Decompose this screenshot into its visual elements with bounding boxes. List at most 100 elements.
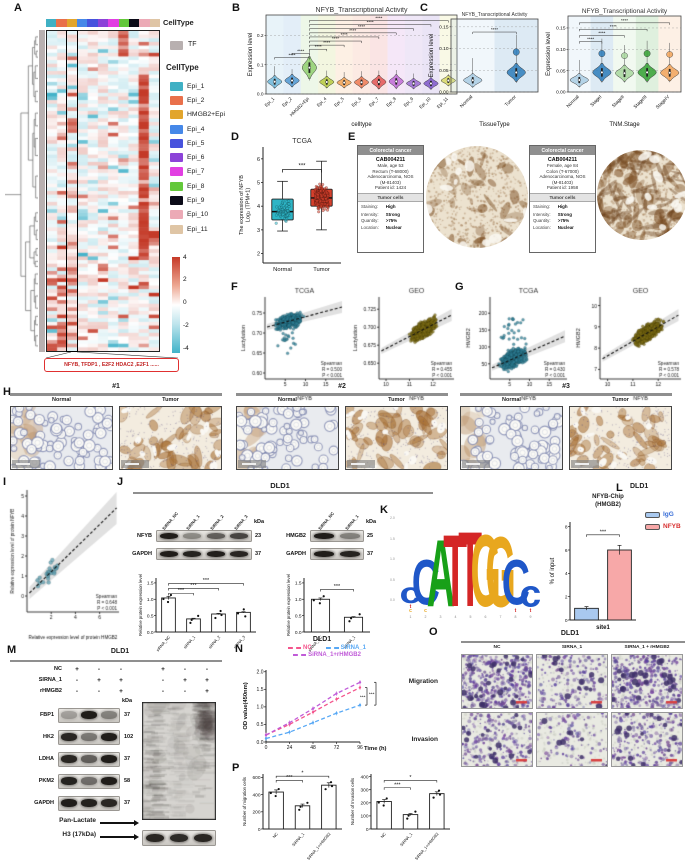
median-dot xyxy=(307,66,311,70)
sig-bracket xyxy=(579,22,670,25)
band xyxy=(159,550,178,557)
sig-bracket xyxy=(309,20,449,23)
data-dot xyxy=(348,620,351,623)
data-dot xyxy=(312,599,315,602)
condition-symbol: + xyxy=(183,677,187,684)
condition-symbol: + xyxy=(161,666,165,673)
jitter-point xyxy=(285,206,289,210)
sig-bracket xyxy=(291,53,310,56)
chart-canvas xyxy=(612,655,682,708)
jitter-point xyxy=(283,218,288,222)
logo-xtick: 7 xyxy=(499,615,502,619)
data-dot xyxy=(330,785,334,788)
data-dot xyxy=(269,791,272,795)
violin-bump xyxy=(643,50,651,58)
legend-row: NC SiRNA_1 xyxy=(252,645,402,651)
chart-text: Relative protein expression level xyxy=(286,574,291,636)
chart-text: 0 xyxy=(366,827,369,833)
tf-legend-label: TF xyxy=(188,41,197,48)
band xyxy=(101,733,117,742)
median-dot xyxy=(394,79,398,83)
legend-label: Epi_7 xyxy=(187,168,205,176)
arrowhead-icon xyxy=(134,833,139,840)
chart-text: *** xyxy=(298,163,306,169)
card-field: Quantity: >75% xyxy=(530,218,595,223)
legend-swatch xyxy=(170,210,183,220)
celltype-strip-segment xyxy=(108,19,119,27)
legend-swatch xyxy=(170,95,183,105)
legend-row: SiRNA_1+rHMGB2 xyxy=(252,652,402,658)
chart-canvas xyxy=(573,285,685,403)
panel-label-o: O xyxy=(429,626,438,638)
celltype-strip-segment xyxy=(77,19,88,27)
band xyxy=(340,550,360,557)
panel-label-i: I xyxy=(3,476,7,488)
chart-text: * xyxy=(409,775,412,781)
legend-item: Epi_8 xyxy=(170,179,225,193)
card-section: Tumor cells xyxy=(530,193,595,203)
data-point xyxy=(288,730,291,734)
chart-text: 4 xyxy=(257,204,260,210)
data-dot xyxy=(358,613,361,616)
chart-text: 3 xyxy=(257,228,260,234)
plot-border xyxy=(265,14,458,95)
jitter-point xyxy=(287,199,291,203)
protein-label: GAPDH xyxy=(286,551,306,557)
band xyxy=(101,777,117,786)
callout-connectors xyxy=(45,352,179,358)
bar xyxy=(402,814,419,830)
tf-legend-swatch xyxy=(170,41,183,50)
sig-bracket xyxy=(383,780,438,783)
logo-letter: C xyxy=(501,549,530,620)
bar xyxy=(321,784,337,830)
chart-svg: 0 2 4 6 8 *** site1 % of input xyxy=(550,522,636,631)
logo-minor-letter: t xyxy=(409,604,412,610)
data-dot xyxy=(385,797,388,800)
chart-text: 1.0 xyxy=(257,705,264,711)
chart-text: 2.0 xyxy=(257,670,264,676)
logo-xtick: 6 xyxy=(484,615,487,619)
card-field-label: Intensity: xyxy=(533,211,551,217)
logo-xtick: 2 xyxy=(424,615,427,619)
kda-value: 23 xyxy=(255,533,262,539)
violin-plot-celltype: **** **** **** **** **** **** **** **** **** ****… xyxy=(246,7,460,128)
legend-item: Epi_2 xyxy=(170,93,225,107)
chart-text: The expression of NFYB xyxy=(239,175,245,235)
kda-value: 58 xyxy=(124,778,131,784)
jitter-point xyxy=(283,210,288,214)
median-dot xyxy=(471,78,475,82)
jitter-point xyxy=(280,200,285,205)
sig-bracket xyxy=(309,24,432,27)
kda-value: 37 xyxy=(367,551,374,557)
jitter-point xyxy=(280,216,284,220)
legend-swatch xyxy=(645,511,660,518)
chip-legend: IgG NFYB xyxy=(645,511,681,535)
chart-canvas xyxy=(346,407,447,469)
panel-label-m: M xyxy=(7,644,17,656)
jitter-point xyxy=(274,213,279,217)
chart-text: 100 xyxy=(360,814,368,820)
scatter-tcga-hmgb2 xyxy=(463,285,571,403)
band xyxy=(340,532,360,539)
chart-text: 0 xyxy=(565,618,568,624)
legend-item: NC xyxy=(287,645,312,651)
legend-item: IgG xyxy=(645,511,681,518)
chart-text: Epi_4 xyxy=(316,96,328,108)
chart-text: SiRNA_1 xyxy=(291,831,306,847)
chart-canvas xyxy=(7,484,125,642)
data-point xyxy=(335,712,338,715)
chart-text: 0.2 xyxy=(257,33,264,39)
jitter-point xyxy=(280,207,285,212)
sig-bracket xyxy=(282,169,322,173)
chart-text: SiRNA_1 xyxy=(399,831,414,847)
median-dot xyxy=(412,81,416,86)
band xyxy=(230,550,249,557)
colorbar-tick: -2 xyxy=(183,321,189,329)
chart-text: SiRNA_1+rHMGB2 xyxy=(306,831,332,861)
chart-text: Normal xyxy=(459,94,474,109)
jitter-point xyxy=(274,221,278,225)
bar xyxy=(429,793,445,830)
